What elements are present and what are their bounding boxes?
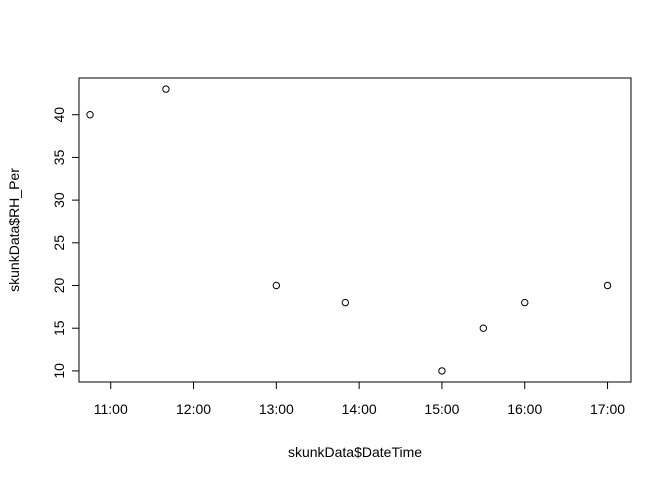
x-tick-label: 14:00: [342, 401, 377, 417]
x-axis-label: skunkData$DateTime: [288, 444, 422, 460]
y-tick-label: 20: [51, 278, 67, 294]
x-tick-label: 13:00: [259, 401, 294, 417]
y-axis: 10 15 20 25 30 35 40: [51, 107, 80, 379]
y-tick-label: 15: [51, 320, 67, 336]
data-point: [521, 298, 529, 307]
data-points: [86, 85, 612, 375]
y-tick-label: 35: [51, 149, 67, 165]
data-point: [272, 281, 281, 290]
y-axis-label: skunkData$RH_Per: [6, 168, 22, 292]
data-point: [479, 324, 488, 332]
data-point: [162, 85, 170, 93]
data-point: [86, 111, 94, 119]
x-tick-label: 12:00: [176, 401, 211, 417]
x-tick-label: 16:00: [507, 401, 542, 417]
x-tick-label: 17:00: [590, 401, 625, 417]
plot-frame: [78, 77, 632, 383]
y-tick-label: 10: [51, 363, 67, 379]
data-point: [341, 298, 350, 307]
x-tick-label: 11:00: [94, 401, 128, 417]
y-tick-label: 30: [51, 192, 67, 208]
y-tick-label: 25: [51, 235, 67, 251]
data-point: [438, 367, 446, 375]
x-axis: 11:00 12:00 13:00 14:00 15:00 16:00 17:00: [94, 381, 625, 417]
data-point: [603, 281, 612, 290]
x-tick-label: 15:00: [424, 401, 459, 417]
y-tick-label: 40: [51, 107, 67, 123]
